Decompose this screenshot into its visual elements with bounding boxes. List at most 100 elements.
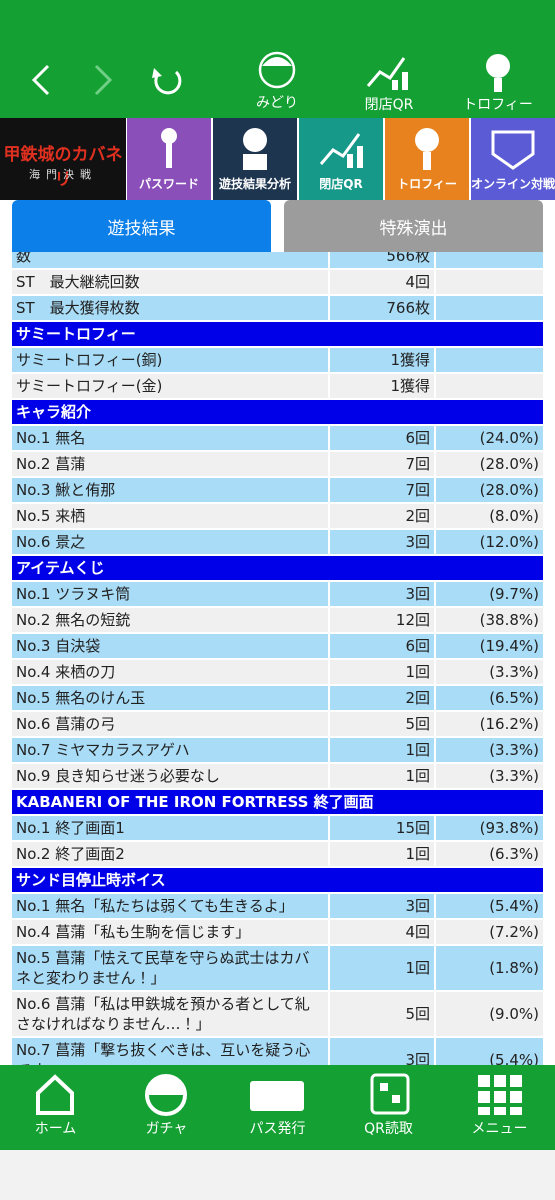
row-label: 数: [12, 252, 328, 268]
footer-label[interactable]: ガチャ: [145, 1121, 188, 1137]
row-count: 3回: [330, 1038, 434, 1065]
tile-icon: [161, 128, 177, 168]
row-percent: [436, 252, 543, 268]
row-percent: (1.8%): [436, 946, 543, 990]
section-title: サンド目停止時ボイス: [12, 868, 543, 892]
row-label: ST 最大獲得枚数: [12, 296, 328, 320]
result-row: No.4 菖蒲「私も生駒を信じます」 4回 (7.2%): [12, 920, 543, 944]
home-icon[interactable]: [36, 1074, 74, 1115]
result-row: ST 最大獲得枚数 766枚: [12, 296, 543, 320]
row-percent: (6.3%): [436, 842, 543, 866]
row-label: No.1 無名: [12, 426, 328, 450]
tile-icon: [319, 133, 363, 168]
reload-icon[interactable]: [154, 70, 182, 95]
result-row: No.3 鰍と侑那 7回 (28.0%): [12, 478, 543, 502]
tile-label: 遊技結果分析: [218, 177, 291, 191]
tab[interactable]: 特殊演出: [284, 200, 543, 252]
row-count: 2回: [330, 504, 434, 528]
result-row: No.1 無名「私たちは弱くても生きるよ」 3回 (5.4%): [12, 894, 543, 918]
qr-square: [380, 1083, 388, 1091]
row-label: No.9 良き知らせ迷う必要なし: [12, 764, 328, 788]
result-row: No.1 終了画面1 15回 (93.8%): [12, 816, 543, 840]
row-percent: (7.2%): [436, 920, 543, 944]
logo-title: 甲鉄城のカバネリ: [3, 145, 123, 190]
row-label: No.5 菖蒲「怯えて民草を守らぬ武士はカバネと変わりません！」: [12, 946, 328, 990]
footer: [0, 1065, 555, 1150]
row-count: 3回: [330, 530, 434, 554]
row-count: 766枚: [330, 296, 434, 320]
row-label: No.3 鰍と侑那: [12, 478, 328, 502]
row-percent: (5.4%): [436, 894, 543, 918]
row-percent: (12.0%): [436, 530, 543, 554]
banner-tile[interactable]: オンライン対戦: [471, 118, 555, 200]
row-label: No.5 来栖: [12, 504, 328, 528]
result-row: No.5 来栖 2回 (8.0%): [12, 504, 543, 528]
row-count: 1回: [330, 842, 434, 866]
banner-tile[interactable]: 閉店QR: [299, 118, 383, 200]
trophy-body: [494, 78, 502, 92]
results-table: 数 566枚 ST 最大継続回数 4回 ST 最大獲得枚数 766枚 サミートロフィー サミー…: [12, 252, 543, 1065]
row-label: No.1 無名「私たちは弱くても生きるよ」: [12, 894, 328, 918]
row-count: 3回: [330, 894, 434, 918]
nav-label[interactable]: トロフィー: [463, 97, 533, 113]
row-label: サミートロフィー(金): [12, 374, 328, 398]
forward-icon[interactable]: [94, 64, 113, 96]
row-percent: (16.2%): [436, 712, 543, 736]
row-count: 15回: [330, 816, 434, 840]
banner-tile[interactable]: 遊技結果分析: [213, 118, 297, 200]
row-count: 1回: [330, 738, 434, 762]
row-label: No.5 無名のけん玉: [12, 686, 328, 710]
back-icon[interactable]: [31, 64, 50, 96]
result-row: No.4 来栖の刀 1回 (3.3%): [12, 660, 543, 684]
row-percent: (28.0%): [436, 452, 543, 476]
row-percent: (28.0%): [436, 478, 543, 502]
qr-read-icon[interactable]: [370, 1073, 410, 1115]
banner-tile[interactable]: パスワード: [127, 118, 211, 200]
row-percent: (24.0%): [436, 426, 543, 450]
row-count: 4回: [330, 920, 434, 944]
row-count: 7回: [330, 478, 434, 502]
row-percent: (19.4%): [436, 634, 543, 658]
menu-icon[interactable]: [478, 1075, 522, 1115]
row-label: No.3 自決袋: [12, 634, 328, 658]
footer-icons: [36, 1073, 522, 1116]
push-icon[interactable]: [250, 1081, 304, 1111]
footer-label[interactable]: パス発行: [249, 1121, 306, 1137]
section-title: キャラ紹介: [12, 400, 543, 424]
midori-icon[interactable]: [258, 51, 296, 89]
row-percent: (9.0%): [436, 992, 543, 1036]
qr-icon[interactable]: [366, 57, 406, 87]
row-count: 3回: [330, 582, 434, 606]
result-row: No.5 菖蒲「怯えて民草を守らぬ武士はカバネと変わりません！」 1回 (1.8%): [12, 946, 543, 990]
row-label: サミートロフィー(銅): [12, 348, 328, 372]
row-count: 7回: [330, 452, 434, 476]
tile-label: パスワード: [138, 177, 199, 191]
row-count: 1回: [330, 946, 434, 990]
tab-active[interactable]: 遊技結果: [12, 200, 271, 252]
footer-label[interactable]: ホーム: [34, 1121, 77, 1137]
row-percent: (5.4%): [436, 1038, 543, 1065]
row-count: 12回: [330, 608, 434, 632]
row-label: No.6 菖蒲の弓: [12, 712, 328, 736]
nav-label[interactable]: みどり: [256, 95, 298, 111]
result-row: No.2 終了画面2 1回 (6.3%): [12, 842, 543, 866]
footer-label[interactable]: メニュー: [471, 1121, 528, 1137]
result-row: 数 566枚: [12, 252, 543, 268]
row-percent: (8.0%): [436, 504, 543, 528]
row-percent: [436, 348, 543, 372]
trophy-icon[interactable]: [486, 54, 510, 78]
reload-arrow: [152, 68, 162, 78]
result-row: No.6 菖蒲の弓 5回 (16.2%): [12, 712, 543, 736]
result-row: No.1 ツラヌキ筒 3回 (9.7%): [12, 582, 543, 606]
row-count: 1回: [330, 660, 434, 684]
banner-tile[interactable]: トロフィー: [385, 118, 469, 200]
logo-tile[interactable]: 甲鉄城のカバネリ 海門決戦: [0, 118, 126, 200]
footer-label[interactable]: QR読取: [364, 1121, 413, 1137]
row-percent: (3.3%): [436, 738, 543, 762]
nav-label[interactable]: 閉店QR: [364, 97, 414, 113]
section-header-row: サミートロフィー: [12, 322, 543, 346]
tile-icon: [415, 128, 439, 170]
result-row: No.9 良き知らせ迷う必要なし 1回 (3.3%): [12, 764, 543, 788]
row-label: No.7 ミヤマカラスアゲハ: [12, 738, 328, 762]
